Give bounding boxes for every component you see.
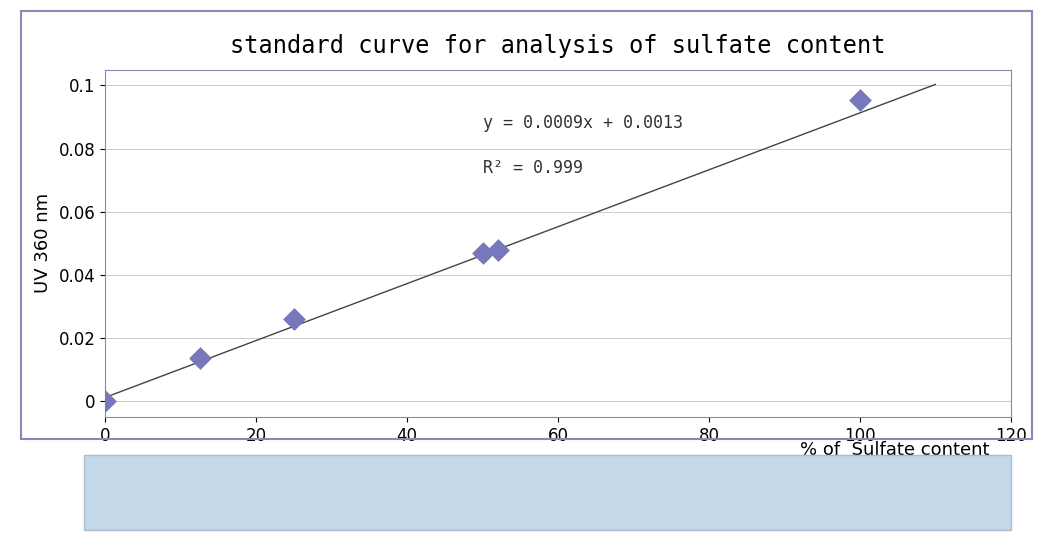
Text: 0.28mg/mg: 0.28mg/mg — [681, 482, 832, 506]
Text: ): ) — [821, 482, 840, 506]
Text: 28.21 % (: 28.21 % ( — [500, 482, 634, 506]
Point — [474, 249, 491, 257]
Text: % of  Sulfate content: % of Sulfate content — [800, 441, 990, 460]
Text: R² = 0.999: R² = 0.999 — [482, 158, 582, 177]
Point — [852, 95, 869, 104]
Point — [97, 397, 114, 406]
Y-axis label: UV 360 nm: UV 360 nm — [34, 193, 52, 294]
Text: y = 0.0009x + 0.0013: y = 0.0009x + 0.0013 — [482, 114, 682, 132]
Point — [192, 354, 208, 362]
Point — [285, 315, 302, 324]
Text: 3M-fucoidan :: 3M-fucoidan : — [163, 482, 345, 506]
Point — [490, 246, 506, 254]
Title: standard curve for analysis of sulfate content: standard curve for analysis of sulfate c… — [231, 34, 886, 58]
